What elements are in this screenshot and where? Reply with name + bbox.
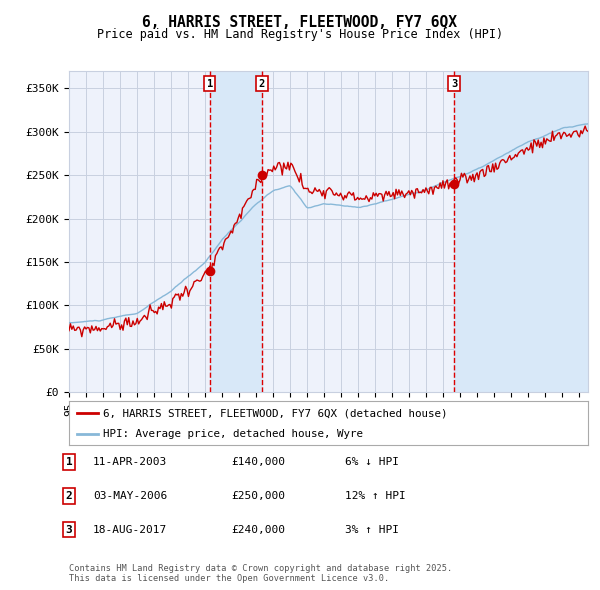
Text: 2: 2 xyxy=(259,79,265,89)
Text: 6% ↓ HPI: 6% ↓ HPI xyxy=(345,457,399,467)
Text: £250,000: £250,000 xyxy=(231,491,285,501)
Text: Contains HM Land Registry data © Crown copyright and database right 2025.
This d: Contains HM Land Registry data © Crown c… xyxy=(69,563,452,583)
Text: 1: 1 xyxy=(65,457,73,467)
Text: 3% ↑ HPI: 3% ↑ HPI xyxy=(345,525,399,535)
Text: 1: 1 xyxy=(206,79,213,89)
Bar xyxy=(454,71,588,392)
Text: £240,000: £240,000 xyxy=(231,525,285,535)
Text: 2: 2 xyxy=(65,491,73,501)
Bar xyxy=(210,71,262,392)
Text: 3: 3 xyxy=(65,525,73,535)
Text: HPI: Average price, detached house, Wyre: HPI: Average price, detached house, Wyre xyxy=(103,428,363,438)
Text: 12% ↑ HPI: 12% ↑ HPI xyxy=(345,491,406,501)
Text: 6, HARRIS STREET, FLEETWOOD, FY7 6QX: 6, HARRIS STREET, FLEETWOOD, FY7 6QX xyxy=(143,15,458,30)
Text: 18-AUG-2017: 18-AUG-2017 xyxy=(93,525,167,535)
Text: 11-APR-2003: 11-APR-2003 xyxy=(93,457,167,467)
Text: 03-MAY-2006: 03-MAY-2006 xyxy=(93,491,167,501)
Text: 6, HARRIS STREET, FLEETWOOD, FY7 6QX (detached house): 6, HARRIS STREET, FLEETWOOD, FY7 6QX (de… xyxy=(103,408,447,418)
Text: Price paid vs. HM Land Registry's House Price Index (HPI): Price paid vs. HM Land Registry's House … xyxy=(97,28,503,41)
Text: 3: 3 xyxy=(451,79,457,89)
Text: £140,000: £140,000 xyxy=(231,457,285,467)
